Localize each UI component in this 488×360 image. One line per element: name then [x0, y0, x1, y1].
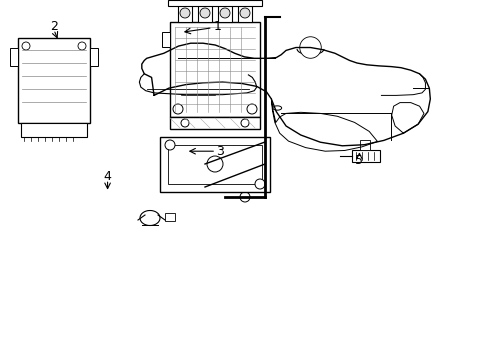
Bar	[359, 140, 369, 150]
Bar	[90, 48, 98, 66]
Circle shape	[22, 42, 30, 50]
Circle shape	[299, 37, 321, 58]
Circle shape	[246, 104, 257, 114]
Bar	[168, 145, 262, 184]
Bar	[10, 48, 18, 66]
Circle shape	[200, 8, 209, 18]
Text: 2: 2	[50, 21, 58, 33]
Circle shape	[220, 8, 229, 18]
Text: 3: 3	[216, 145, 224, 158]
Text: 5: 5	[355, 154, 363, 167]
Circle shape	[180, 8, 190, 18]
Circle shape	[202, 35, 223, 57]
Bar	[170, 117, 260, 129]
Bar	[170, 22, 260, 117]
Text: 1: 1	[213, 21, 221, 33]
Bar	[18, 38, 90, 123]
Circle shape	[206, 156, 223, 172]
Bar	[238, 4, 251, 22]
Bar	[178, 4, 192, 22]
Bar	[21, 123, 87, 137]
Ellipse shape	[182, 89, 214, 97]
Bar	[160, 137, 269, 192]
Bar	[164, 213, 175, 221]
Bar	[351, 150, 379, 162]
Circle shape	[164, 140, 175, 150]
Circle shape	[241, 119, 248, 127]
Circle shape	[240, 192, 249, 202]
Circle shape	[254, 179, 264, 189]
Bar	[168, 0, 262, 6]
Text: 4: 4	[103, 170, 111, 183]
Circle shape	[173, 104, 183, 114]
Bar	[218, 4, 231, 22]
Circle shape	[181, 119, 189, 127]
Bar	[198, 4, 212, 22]
Bar	[162, 32, 170, 47]
Circle shape	[240, 8, 249, 18]
Circle shape	[78, 42, 86, 50]
